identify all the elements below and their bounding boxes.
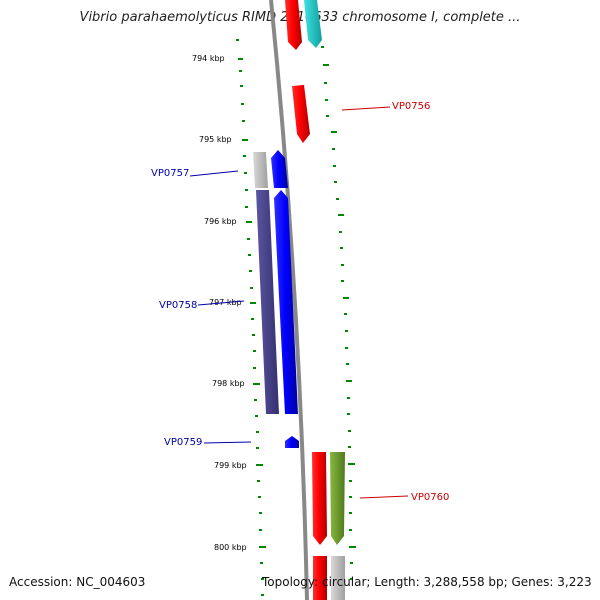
gene-feature-vp0758-dark[interactable] [256,190,279,414]
gene-feature-vp0758[interactable] [274,190,298,414]
accession-text: Accession: NC_004603 [9,575,146,589]
gene-label-vp0756[interactable]: VP0756 [392,101,430,112]
gene-feature-top-teal[interactable] [304,0,322,48]
gene-feature-vp0757-grey[interactable] [253,152,268,188]
gene-features[interactable] [253,0,345,600]
gene-label-vp0759[interactable]: VP0759 [164,437,202,448]
gene-label-vp0760[interactable]: VP0760 [411,492,449,503]
scale-label-796: 796 kbp [204,217,237,226]
gene-feature-bottom-grey[interactable] [331,556,345,600]
scale-label-799: 799 kbp [214,461,247,470]
gene-feature-top-red[interactable] [285,0,302,50]
left-scale-ticks [236,39,266,596]
gene-feature-olive[interactable] [330,452,345,545]
genome-backbone [269,0,309,600]
gene-labels[interactable]: VP0756 VP0757 VP0758 VP0759 VP0760 [151,101,449,503]
scale-label-800: 800 kbp [214,543,247,552]
label-connectors [189,106,409,499]
scale-label-795: 795 kbp [199,135,232,144]
right-scale-ticks [321,46,356,580]
gene-feature-vp0759[interactable] [285,436,299,448]
gene-label-vp0758[interactable]: VP0758 [159,300,197,311]
map-title: Vibrio parahaemolyticus RIMD 2210633 chr… [79,10,521,25]
gene-feature-vp0756[interactable] [292,85,310,143]
gene-label-vp0757[interactable]: VP0757 [151,168,189,179]
genome-stats-text: Topology: circular; Length: 3,288,558 bp… [262,575,592,589]
gene-feature-vp0757[interactable] [271,150,288,188]
scale-label-798: 798 kbp [212,379,245,388]
gene-feature-vp0760[interactable] [312,452,327,545]
scale-label-794: 794 kbp [192,54,225,63]
gene-feature-bottom-red[interactable] [313,556,327,600]
